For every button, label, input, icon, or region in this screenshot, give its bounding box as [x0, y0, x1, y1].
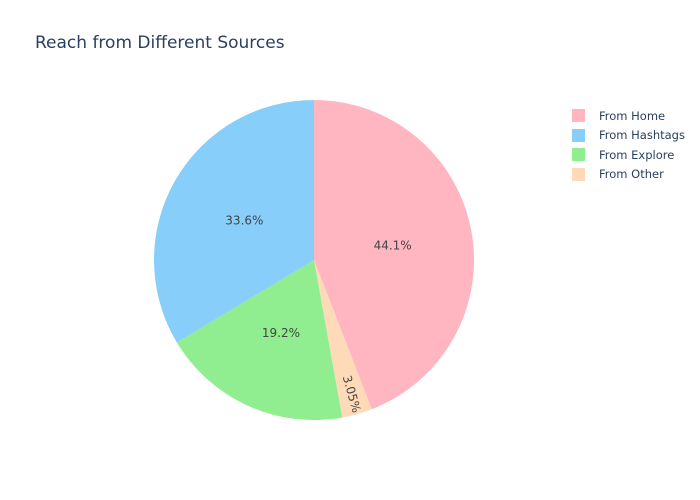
legend-item-from-home[interactable]: From Home: [572, 106, 685, 126]
slice-percent-label: 33.6%: [225, 214, 263, 228]
legend-swatch: [572, 148, 585, 162]
chart-title: Reach from Different Sources: [35, 33, 285, 53]
pie-slices: [154, 100, 474, 421]
legend-label: From Explore: [599, 147, 675, 162]
legend-swatch: [572, 128, 585, 142]
legend-label: From Home: [599, 108, 666, 123]
slice-percent-label: 19.2%: [262, 326, 300, 340]
legend-item-from-hashtags[interactable]: From Hashtags: [572, 126, 685, 146]
legend-item-from-other[interactable]: From Other: [572, 165, 685, 185]
legend-swatch: [572, 167, 585, 181]
legend-label: From Other: [599, 167, 664, 182]
slice-percent-label: 44.1%: [374, 238, 412, 252]
legend-label: From Hashtags: [599, 128, 685, 143]
pie-slice-from-other[interactable]: [314, 260, 372, 418]
legend-item-from-explore[interactable]: From Explore: [572, 145, 685, 165]
pie-slice-from-explore[interactable]: [176, 260, 343, 421]
pie-slice-from-home[interactable]: [314, 100, 474, 410]
pie-slice-from-hashtags[interactable]: [154, 100, 314, 343]
legend-swatch: [572, 109, 585, 123]
chart-legend[interactable]: From Home From Hashtags From Explore From O…: [572, 106, 685, 184]
